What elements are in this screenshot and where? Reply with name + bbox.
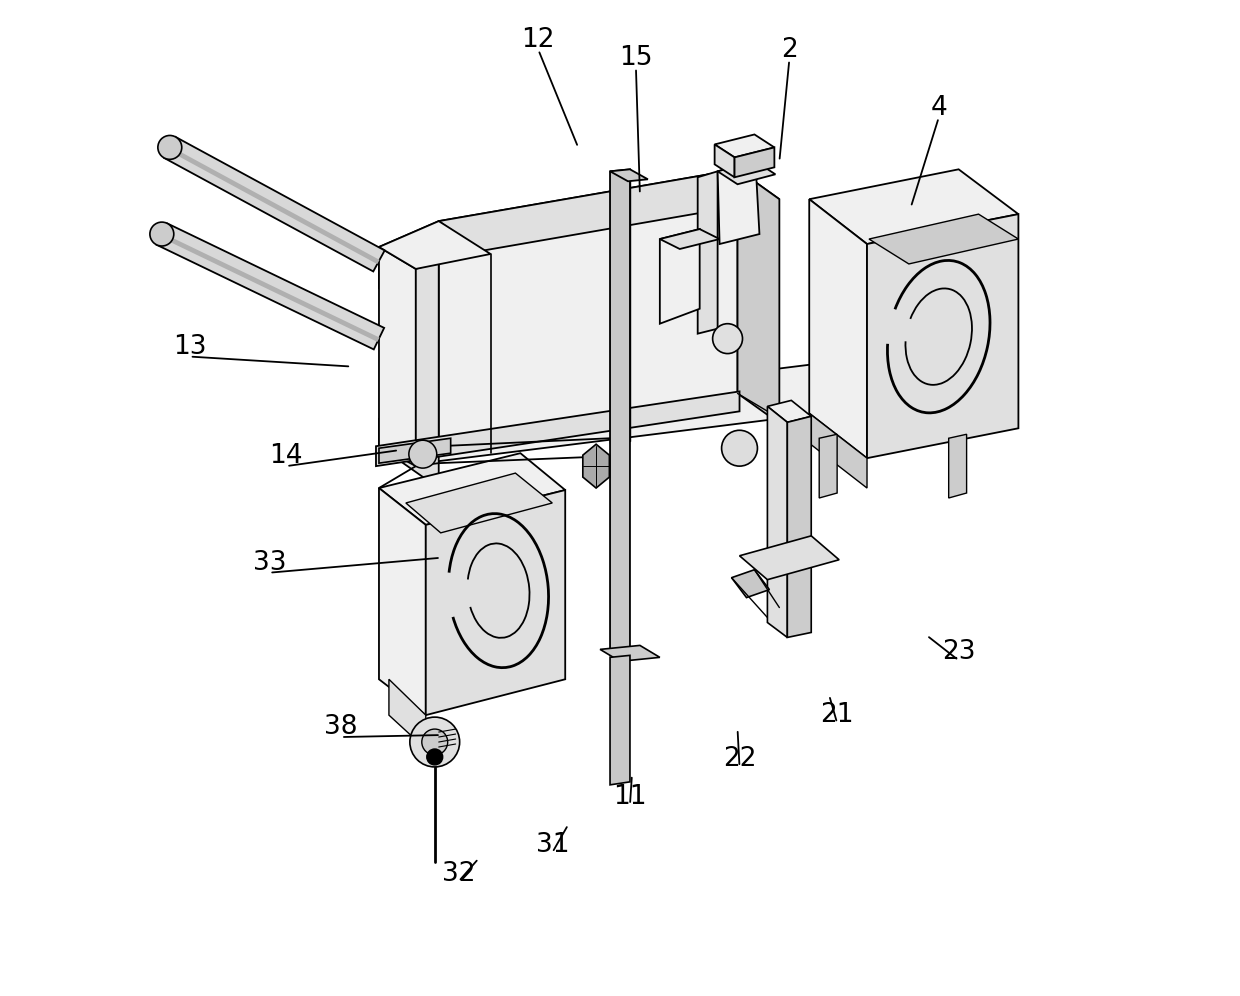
Text: 13: 13 — [172, 334, 207, 360]
Text: 38: 38 — [325, 714, 358, 740]
Polygon shape — [714, 134, 774, 157]
Polygon shape — [732, 570, 769, 598]
Polygon shape — [820, 434, 837, 498]
Polygon shape — [739, 536, 839, 580]
Polygon shape — [600, 645, 660, 661]
Polygon shape — [949, 434, 967, 498]
Circle shape — [427, 749, 443, 765]
Text: 33: 33 — [253, 550, 286, 576]
Circle shape — [410, 717, 460, 767]
Polygon shape — [610, 169, 630, 655]
Polygon shape — [698, 171, 718, 334]
Polygon shape — [405, 473, 552, 533]
Polygon shape — [610, 169, 647, 181]
Polygon shape — [583, 444, 609, 488]
Polygon shape — [869, 214, 1018, 264]
Polygon shape — [156, 223, 384, 350]
Text: 31: 31 — [536, 832, 569, 858]
Text: 15: 15 — [619, 45, 652, 71]
Polygon shape — [810, 199, 867, 458]
Polygon shape — [867, 214, 1018, 458]
Polygon shape — [738, 169, 780, 423]
Polygon shape — [169, 146, 379, 264]
Polygon shape — [787, 416, 811, 637]
Polygon shape — [379, 438, 450, 463]
Text: 32: 32 — [441, 862, 475, 887]
Polygon shape — [379, 488, 425, 715]
Polygon shape — [389, 679, 425, 749]
Circle shape — [422, 729, 448, 755]
Text: 21: 21 — [821, 702, 854, 728]
Polygon shape — [160, 233, 379, 342]
Circle shape — [713, 324, 743, 354]
Text: 22: 22 — [723, 746, 756, 772]
Polygon shape — [734, 147, 774, 177]
Polygon shape — [379, 418, 439, 488]
Polygon shape — [810, 413, 867, 488]
Text: 14: 14 — [269, 443, 303, 469]
Polygon shape — [768, 400, 811, 422]
Polygon shape — [439, 169, 780, 251]
Polygon shape — [425, 490, 565, 715]
Text: 12: 12 — [522, 27, 556, 53]
Polygon shape — [610, 655, 630, 785]
Circle shape — [150, 222, 174, 246]
Polygon shape — [768, 406, 787, 637]
Polygon shape — [415, 262, 439, 466]
Polygon shape — [379, 221, 439, 289]
Polygon shape — [714, 144, 734, 177]
Polygon shape — [376, 391, 739, 466]
Polygon shape — [379, 221, 491, 269]
Circle shape — [409, 440, 436, 468]
Polygon shape — [718, 161, 759, 244]
Polygon shape — [439, 169, 738, 443]
Text: 23: 23 — [942, 639, 976, 665]
Polygon shape — [164, 136, 384, 272]
Circle shape — [722, 430, 758, 466]
Polygon shape — [660, 229, 699, 324]
Polygon shape — [820, 364, 877, 433]
Text: 11: 11 — [614, 784, 647, 810]
Polygon shape — [718, 161, 775, 184]
Polygon shape — [660, 229, 719, 249]
Text: 2: 2 — [781, 37, 797, 63]
Text: 4: 4 — [930, 95, 947, 121]
Polygon shape — [810, 169, 1018, 244]
Polygon shape — [379, 453, 565, 525]
Circle shape — [157, 135, 182, 159]
Polygon shape — [379, 364, 877, 461]
Polygon shape — [379, 247, 415, 466]
